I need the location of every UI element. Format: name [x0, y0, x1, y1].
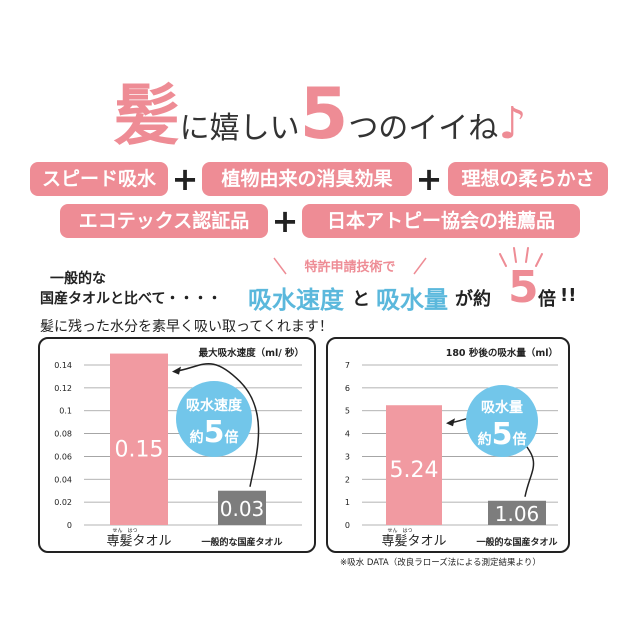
speed-bubble: 吸水速度 約5倍	[176, 381, 252, 457]
y-tick-label: 5	[345, 407, 350, 416]
tag-softness: 理想の柔らかさ	[448, 162, 608, 196]
headline-part2: つのイイね	[348, 111, 499, 146]
y-tick-label: 0.12	[54, 384, 72, 393]
y-tick-label: 0	[67, 521, 72, 530]
category-ruby: せん はつ	[387, 528, 412, 534]
bubble-line1: 吸水量	[481, 400, 523, 416]
y-tick-label: 0.14	[54, 361, 72, 370]
bar-value-label: 0.03	[220, 497, 265, 521]
bubble-suffix: 倍	[512, 432, 527, 448]
y-tick-label: 0.04	[54, 475, 72, 484]
chart-title: 最大吸水速度（ml/ 秒）	[198, 348, 304, 359]
y-tick-label: 1	[345, 498, 350, 507]
comparison-bang: !!	[560, 285, 577, 306]
bracket-left-line	[273, 257, 287, 275]
bar	[218, 490, 266, 525]
bubble-prefix: 約	[477, 432, 492, 448]
comparison-line1: 一般的な	[50, 271, 106, 287]
headline-kanji: 髪	[113, 76, 180, 154]
chart-speed-svg: 0 0.02 0.04 0.06 0.08 0.1 0.12 0.14 0.15 専髪タオルせん …	[54, 353, 302, 549]
bar-value-label: 5.24	[390, 458, 439, 483]
y-tick-label: 0.02	[54, 498, 72, 507]
category-label: 一般的な国産タオル	[201, 536, 282, 548]
bracket-right-line	[413, 257, 427, 275]
plus-icon: +	[415, 160, 443, 198]
tag-oeko-tex: エコテックス認証品	[60, 204, 268, 238]
comparison-amount: 吸水量	[376, 286, 448, 314]
category-label: 一般的な国産タオル	[476, 536, 557, 548]
arrow-head-icon	[172, 366, 181, 375]
chart-title: 180 秒後の吸水量（ml）	[445, 348, 558, 359]
comparison-times: 倍	[538, 289, 556, 310]
category-label: 専髪タオル	[381, 534, 446, 549]
y-tick-label: 0.1	[59, 407, 72, 416]
bubble-prefix: 約	[189, 430, 204, 446]
y-tick-label: 7	[345, 361, 350, 370]
headline-number: 5	[299, 73, 349, 155]
music-note-icon: ♪	[498, 98, 527, 149]
comparison-ga-yaku: が約	[455, 289, 491, 310]
chart-panel-speed: 0 0.02 0.04 0.06 0.08 0.1 0.12 0.14 0.15 専髪タオル せん …	[38, 337, 316, 553]
comparison-arrow	[173, 363, 260, 487]
bar-value-label: 1.06	[495, 502, 540, 526]
comparison-line2: 国産タオルと比べて・・・・	[40, 291, 222, 307]
patent-label: 特許申請技術で	[304, 260, 396, 275]
patent-bracket	[273, 257, 427, 275]
y-tick-label: 2	[345, 475, 350, 484]
bubble-number: 5	[491, 417, 513, 452]
comparison-speed: 吸水速度	[248, 286, 344, 314]
plus-icon: +	[171, 160, 199, 198]
sparkle-icon	[499, 247, 543, 267]
y-tick-label: 0	[345, 521, 350, 530]
y-tick-label: 3	[345, 452, 350, 461]
footnote: ※吸水 DATA（改良ラローズ法による測定結果より）	[340, 558, 541, 568]
headline-part1: に嬉しい	[179, 111, 300, 146]
tag-speed-absorb: スピード吸水	[30, 162, 168, 196]
arrow-head-icon	[446, 418, 455, 427]
bubble-line1: 吸水速度	[186, 398, 242, 414]
subtitle: 髪に残った水分を素早く吸い取ってくれます！	[40, 319, 333, 335]
y-tick-label: 6	[345, 384, 350, 393]
bar-value-label: 0.15	[115, 437, 164, 462]
category-label: 専髪タオル	[106, 534, 171, 549]
comparison-and: と	[352, 289, 370, 310]
amount-bubble: 吸水量 約5倍	[466, 385, 538, 457]
bubble-number: 5	[203, 415, 225, 450]
chart-panel-amount: 0 1 2 3 4 5 6 7 5.24 専髪タオル せん はつ 1.06 一般的な国産タオル 180 …	[326, 337, 570, 553]
y-tick-label: 0.08	[54, 430, 72, 439]
bar	[110, 353, 168, 525]
category-ruby: せん はつ	[112, 528, 137, 534]
comparison-five: 5	[508, 262, 539, 313]
y-tick-label: 0.06	[54, 452, 72, 461]
plus-icon: +	[271, 202, 299, 240]
bar	[488, 500, 546, 525]
bar	[386, 405, 442, 525]
tag-deodorant: 植物由来の消臭効果	[202, 162, 412, 196]
tag-atopy-association: 日本アトピー協会の推薦品	[302, 204, 580, 238]
y-tick-label: 4	[345, 430, 350, 439]
bubble-suffix: 倍	[224, 430, 239, 446]
headline: 髪に嬉しい5つのイイね♪	[0, 62, 640, 155]
